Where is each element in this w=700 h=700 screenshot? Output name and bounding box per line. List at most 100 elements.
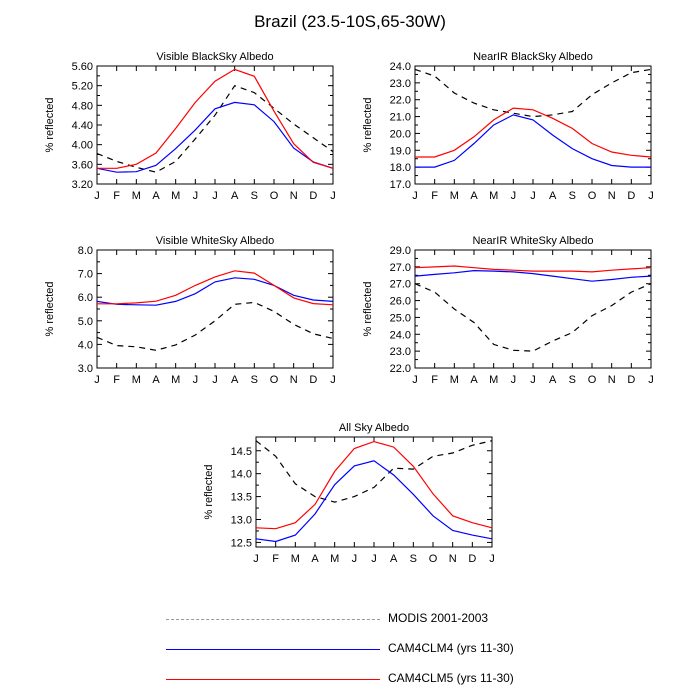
x-tick-label: D bbox=[627, 374, 635, 386]
series-line-clm4 bbox=[414, 269, 652, 282]
x-tick-label: A bbox=[549, 190, 557, 202]
y-tick-label: 13.5 bbox=[231, 492, 252, 504]
x-tick-label: A bbox=[470, 190, 478, 202]
series-line-clm5 bbox=[255, 440, 493, 530]
x-tick-label: D bbox=[627, 190, 635, 202]
series-line-modis bbox=[414, 283, 652, 352]
y-tick-label: 18.0 bbox=[390, 162, 411, 174]
x-tick-label: M bbox=[171, 374, 180, 386]
legend: MODIS 2001-2003 CAM4CLM4 (yrs 11-30) CAM… bbox=[160, 600, 680, 700]
legend-label-clm5: CAM4CLM5 (yrs 11-30) bbox=[388, 671, 514, 685]
x-tick-label: J bbox=[94, 374, 100, 386]
x-tick-label: J bbox=[511, 190, 517, 202]
y-tick-label: 4.0 bbox=[78, 339, 93, 351]
plot-frame bbox=[414, 249, 652, 369]
y-tick-label: 4.80 bbox=[72, 100, 93, 112]
y-tick-label: 20.0 bbox=[390, 128, 411, 140]
x-tick-label: N bbox=[608, 374, 616, 386]
y-tick-label: 17.0 bbox=[390, 179, 411, 191]
figure-title: Brazil (23.5-10S,65-30W) bbox=[254, 12, 446, 31]
x-tick-label: M bbox=[450, 190, 459, 202]
x-tick-label: A bbox=[549, 374, 557, 386]
x-tick-label: J bbox=[511, 374, 517, 386]
x-tick-label: A bbox=[152, 190, 160, 202]
y-tick-label: 29.0 bbox=[390, 245, 411, 257]
x-tick-label: O bbox=[588, 190, 597, 202]
x-tick-label: J bbox=[352, 553, 358, 565]
chart-panel-2: NearIR BlackSky Albedo % reflected 17.0 18.… bbox=[362, 51, 654, 202]
x-tick-label: N bbox=[290, 374, 298, 386]
x-tick-label: J bbox=[530, 374, 536, 386]
x-tick-label: F bbox=[113, 190, 120, 202]
x-tick-label: F bbox=[113, 374, 120, 386]
y-tick-label: 4.00 bbox=[72, 140, 93, 152]
x-tick-label: J bbox=[530, 190, 536, 202]
x-tick-label: S bbox=[251, 374, 258, 386]
y-tick-label: 24.0 bbox=[390, 61, 411, 73]
chart-panel-5: All Sky Albedo % reflected 12.5 13.0 13.5 14.… bbox=[203, 422, 495, 565]
legend-item-modis: MODIS 2001-2003 bbox=[160, 610, 680, 630]
x-tick-label: M bbox=[489, 374, 498, 386]
x-tick-label: N bbox=[449, 553, 457, 565]
series-line-clm4 bbox=[415, 114, 651, 168]
y-tick-label: 21.0 bbox=[390, 112, 411, 124]
legend-line-modis bbox=[166, 619, 380, 620]
x-tick-label: O bbox=[270, 374, 279, 386]
x-tick-label: J bbox=[94, 190, 100, 202]
y-tick-label: 27.0 bbox=[390, 262, 411, 274]
y-tick-label: 8.0 bbox=[78, 245, 93, 257]
chart-title: Visible BlackSky Albedo bbox=[156, 51, 273, 63]
x-tick-label: J bbox=[648, 190, 654, 202]
x-tick-label: F bbox=[431, 190, 438, 202]
x-tick-label: S bbox=[410, 553, 417, 565]
x-tick-label: S bbox=[251, 190, 258, 202]
x-tick-label: O bbox=[429, 553, 438, 565]
x-tick-label: J bbox=[648, 374, 654, 386]
x-tick-label: J bbox=[193, 374, 199, 386]
y-axis-label: % reflected bbox=[44, 97, 56, 152]
legend-label-modis: MODIS 2001-2003 bbox=[388, 611, 489, 625]
x-tick-label: O bbox=[270, 190, 279, 202]
x-tick-label: A bbox=[152, 374, 160, 386]
chart-title: NearIR BlackSky Albedo bbox=[473, 51, 593, 63]
x-tick-label: N bbox=[608, 190, 616, 202]
y-tick-label: 7.0 bbox=[78, 269, 93, 281]
chart-title: NearIR WhiteSky Albedo bbox=[472, 235, 593, 247]
y-tick-label: 24.0 bbox=[390, 329, 411, 341]
legend-label-clm4: CAM4CLM4 (yrs 11-30) bbox=[388, 641, 514, 655]
x-tick-label: J bbox=[212, 374, 218, 386]
x-tick-label: A bbox=[231, 374, 239, 386]
x-tick-label: J bbox=[412, 374, 418, 386]
y-tick-label: 6.0 bbox=[78, 292, 93, 304]
x-tick-label: J bbox=[212, 190, 218, 202]
x-tick-label: M bbox=[171, 190, 180, 202]
y-tick-label: 22.0 bbox=[390, 95, 411, 107]
y-tick-label: 22.0 bbox=[390, 363, 411, 375]
y-axis-label: % reflected bbox=[203, 464, 215, 519]
x-tick-label: J bbox=[193, 190, 199, 202]
chart-panel-3: Visible WhiteSky Albedo % reflected 3.0 4.0… bbox=[44, 235, 336, 386]
series-line-clm4 bbox=[96, 101, 334, 173]
y-tick-label: 3.60 bbox=[72, 159, 93, 171]
y-tick-label: 5.0 bbox=[78, 316, 93, 328]
x-tick-label: D bbox=[468, 553, 476, 565]
y-tick-label: 5.60 bbox=[72, 61, 93, 73]
x-tick-label: J bbox=[371, 553, 377, 565]
series-line-modis bbox=[96, 301, 334, 351]
x-tick-label: M bbox=[132, 190, 141, 202]
charts-canvas: Visible BlackSky Albedo % reflected 3.20 3.… bbox=[44, 51, 654, 565]
y-tick-label: 23.0 bbox=[390, 78, 411, 90]
series-line-clm5 bbox=[97, 68, 334, 169]
y-axis-label: % reflected bbox=[362, 97, 374, 152]
x-tick-label: A bbox=[311, 553, 319, 565]
y-tick-label: 27.0 bbox=[390, 279, 411, 291]
x-tick-label: J bbox=[489, 553, 495, 565]
y-tick-label: 12.5 bbox=[231, 537, 252, 549]
plot-frame bbox=[96, 249, 334, 369]
x-tick-label: M bbox=[291, 553, 300, 565]
x-tick-label: M bbox=[489, 190, 498, 202]
y-tick-label: 3.20 bbox=[72, 179, 93, 191]
x-tick-label: S bbox=[569, 190, 576, 202]
y-tick-label: 25.0 bbox=[390, 312, 411, 324]
